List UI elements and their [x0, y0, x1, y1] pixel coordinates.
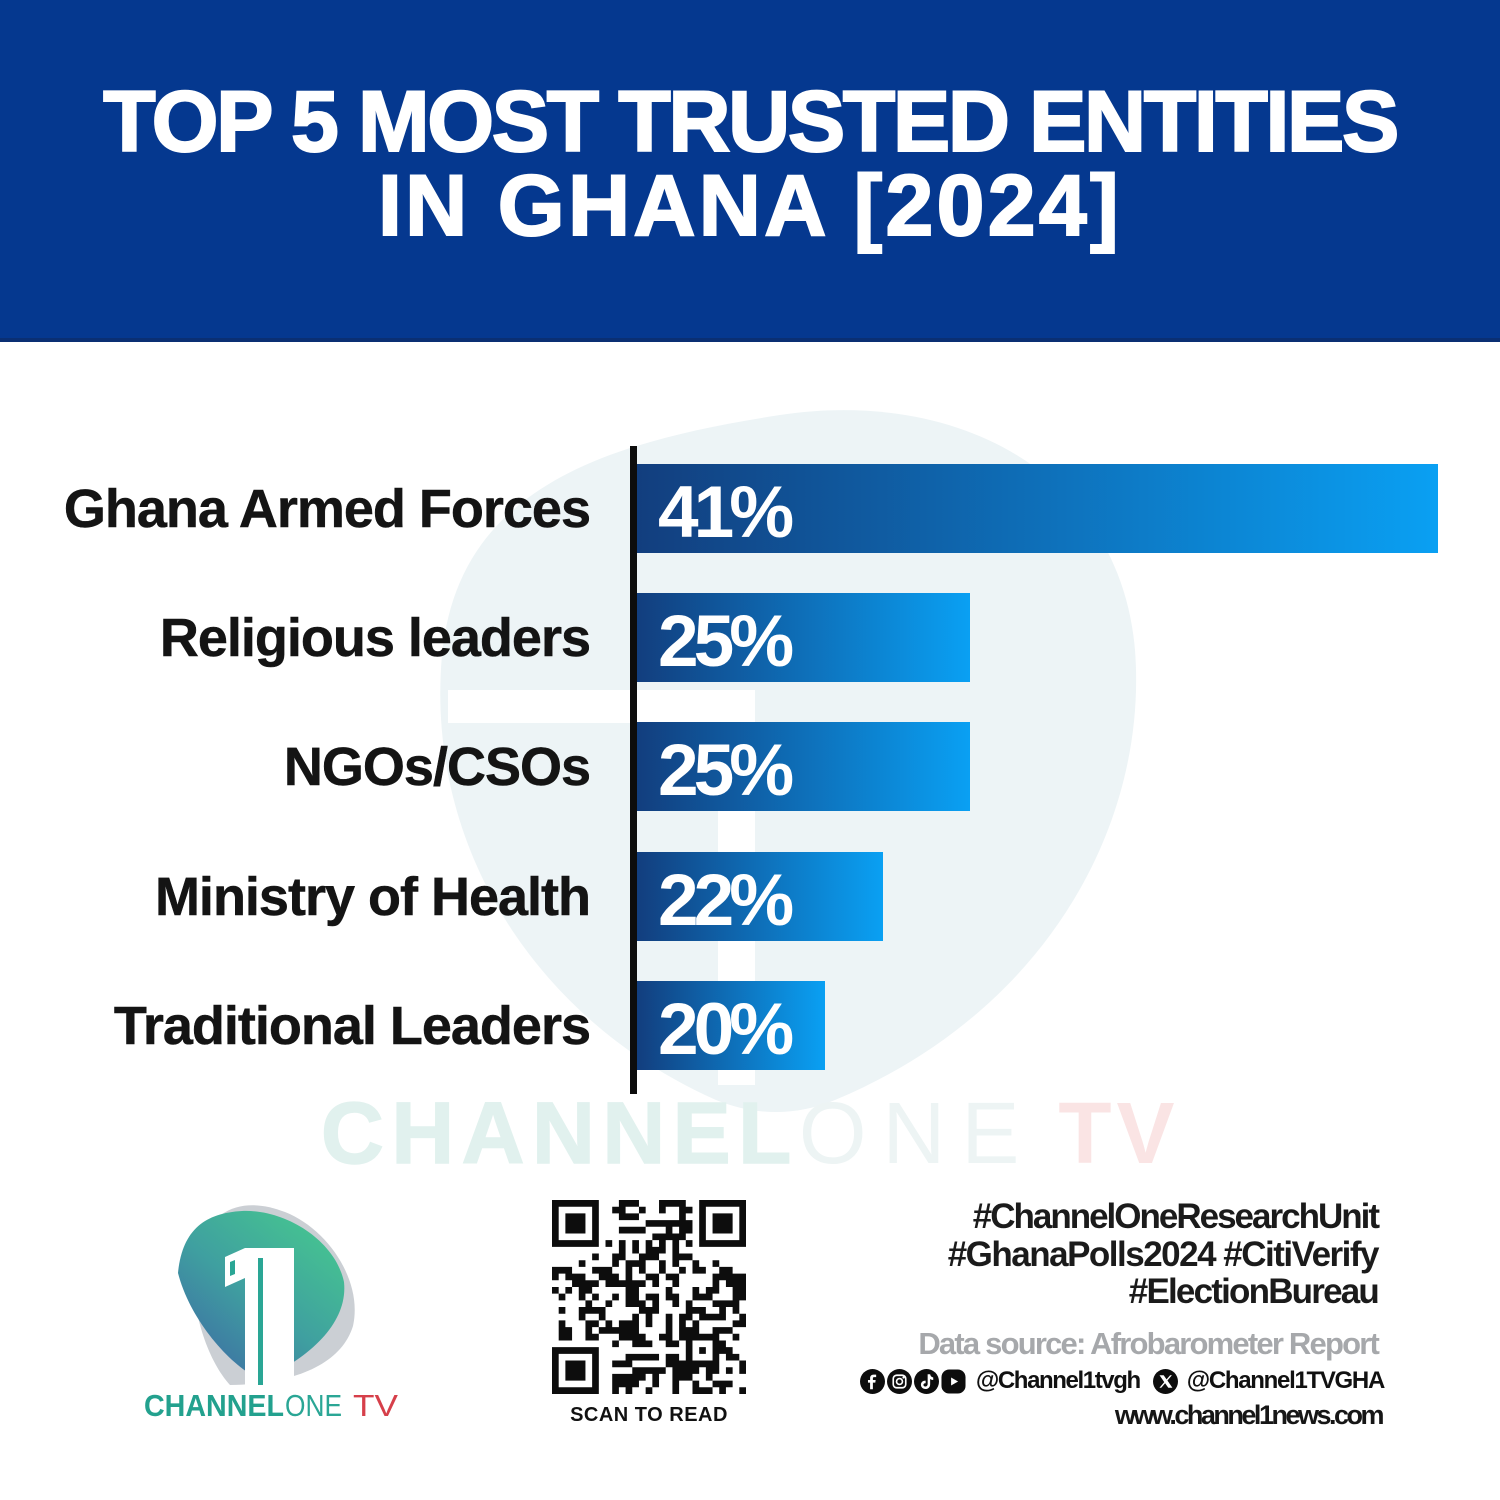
svg-text:CHANNEL: CHANNEL	[144, 1388, 284, 1423]
svg-text:ONE: ONE	[285, 1388, 342, 1423]
svg-text:TV: TV	[353, 1388, 398, 1423]
